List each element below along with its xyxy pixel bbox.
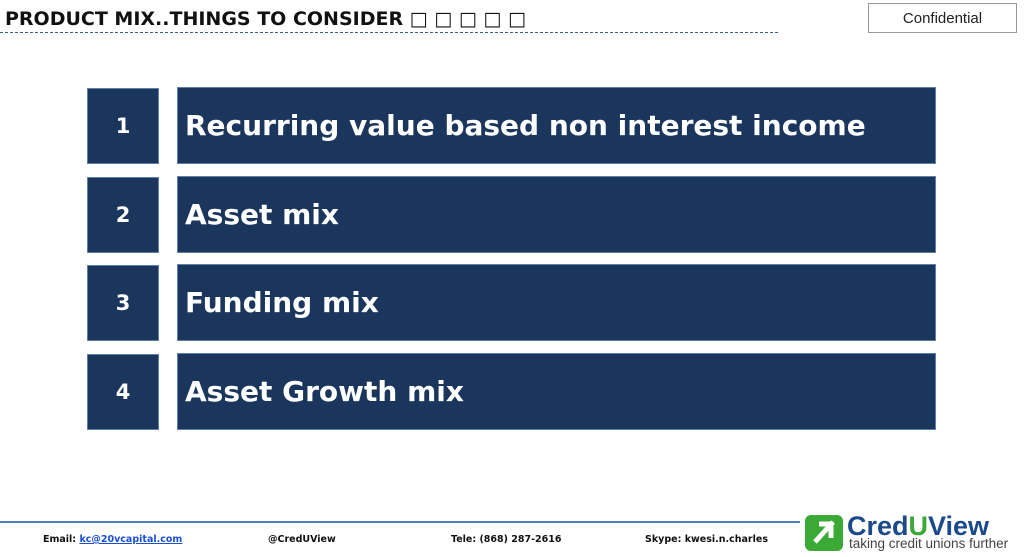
title-underline (0, 32, 778, 33)
logo-icon-mark (813, 520, 835, 544)
logo-u: U (909, 512, 929, 541)
item-number: 3 (87, 265, 159, 341)
email-label: Email: (43, 534, 77, 545)
logo-wordmark: CredUView (847, 512, 990, 541)
footer-line (0, 521, 800, 523)
logo: CredUView (805, 512, 990, 551)
logo-cred: Cred (847, 512, 909, 541)
logo-view: View (928, 512, 990, 541)
footer-email: Email: kc@20vcapital.com (43, 534, 182, 545)
footer-tele: Tele: (868) 287-2616 (451, 534, 562, 545)
item-number: 4 (87, 354, 159, 430)
item-text: Asset Growth mix (177, 353, 936, 430)
footer-skype: Skype: kwesi.n.charles (645, 534, 768, 545)
item-text: Asset mix (177, 176, 936, 253)
confidential-badge: Confidential (868, 3, 1017, 33)
email-link[interactable]: kc@20vcapital.com (79, 534, 183, 545)
item-text: Funding mix (177, 264, 936, 341)
footer-twitter: @CredUView (268, 534, 336, 545)
item-number: 1 (87, 88, 159, 164)
logo-tagline: taking credit unions further (849, 536, 1009, 551)
item-text: Recurring value based non interest incom… (177, 87, 936, 164)
slide-title: PRODUCT MIX..THINGS TO CONSIDER □ □ □ □ … (5, 8, 526, 30)
item-number: 2 (87, 177, 159, 253)
